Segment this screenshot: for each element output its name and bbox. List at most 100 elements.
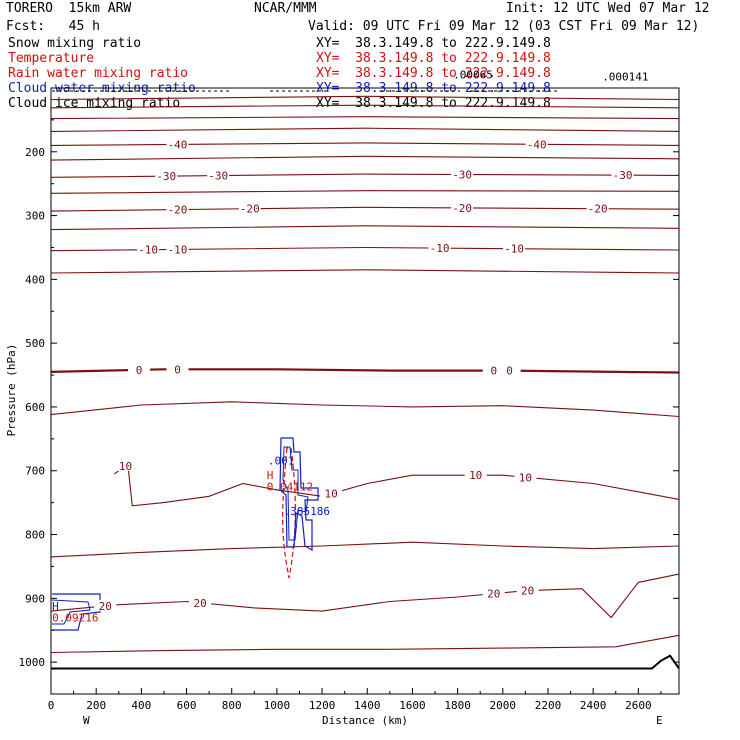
x-tick-label: 1800 xyxy=(444,699,471,712)
contour-label-bg xyxy=(166,363,189,375)
x-tick-label: 0 xyxy=(48,699,55,712)
x-tick-label: 800 xyxy=(222,699,242,712)
x-tick-label: 1000 xyxy=(264,699,291,712)
contour-label-bg xyxy=(482,364,505,376)
valid-time: Valid: 09 UTC Fri 09 Mar 12 (03 CST Fri … xyxy=(308,19,700,34)
cloud-water-contour xyxy=(52,593,101,631)
contour-label-bg xyxy=(451,201,474,213)
rain-mixing-ratio-contour xyxy=(282,447,296,579)
hydrometeor-contours xyxy=(51,90,560,631)
contour-label: 0 xyxy=(490,365,497,378)
x-tick-label: 2600 xyxy=(625,699,652,712)
y-tick-label: 900 xyxy=(25,592,45,605)
cloud-water-contour xyxy=(282,446,309,541)
x-tick-label: 1400 xyxy=(354,699,381,712)
isotherm--50 xyxy=(50,116,680,120)
y-tick-label: 300 xyxy=(25,210,45,223)
contour-label-bg xyxy=(166,243,189,255)
contour-label: 10 xyxy=(324,488,337,501)
y-tick-label: 1000 xyxy=(19,656,46,669)
contour-label-bg xyxy=(611,169,634,181)
x-tick-label: 200 xyxy=(86,699,106,712)
contour-label-bg xyxy=(586,202,609,214)
x-end-label-east: E xyxy=(656,714,663,727)
contour-label-bg xyxy=(166,138,189,150)
contour-label-bg xyxy=(114,459,137,471)
isotherm--55 xyxy=(50,104,680,109)
isotherm--45 xyxy=(50,127,680,132)
x-axis-label: Distance (km) xyxy=(322,714,408,727)
contour-label: 20 xyxy=(487,588,500,601)
y-tick-label: 400 xyxy=(25,273,45,286)
x-tick-label: 2000 xyxy=(490,699,517,712)
contour-label-bg xyxy=(525,138,548,150)
contour-label-bg xyxy=(207,169,230,181)
legend-label-temperature: Temperature xyxy=(8,51,95,66)
contour-label: -20 xyxy=(168,204,188,217)
isotherm-20 xyxy=(50,573,680,619)
contour-label: 0 xyxy=(174,363,181,376)
legend-label-rain: Rain water mixing ratio xyxy=(8,66,189,81)
contour-annotation: 0.04112 xyxy=(267,481,313,494)
contour-label: 20 xyxy=(99,600,112,613)
contour-label-bg xyxy=(428,242,451,254)
contour-label: -20 xyxy=(588,203,608,216)
x-tick-label: 1600 xyxy=(399,699,426,712)
contour-label: 0 xyxy=(506,365,513,378)
contour-label: -30 xyxy=(613,169,633,182)
isotherm--60 xyxy=(50,95,680,101)
y-tick-label: 700 xyxy=(25,465,45,478)
contour-annotation: .000141 xyxy=(602,70,648,83)
y-tick-label: 600 xyxy=(25,401,45,414)
plot-frame xyxy=(50,87,680,695)
y-tick-label: 200 xyxy=(25,146,45,159)
contour-label-bg xyxy=(514,471,537,483)
x-tick-label: 2400 xyxy=(580,699,607,712)
contour-annotation: H xyxy=(52,600,59,613)
cloud-water-contour xyxy=(51,599,91,625)
contour-label-bg xyxy=(238,202,261,214)
contour-label-bg xyxy=(94,599,117,611)
legend-xy-temperature: XY= 38.3.149.8 to 222.9.149.8 xyxy=(316,51,551,66)
contour-label: -10 xyxy=(138,244,158,257)
legend-label-snow: Snow mixing ratio xyxy=(8,36,142,51)
contour-annotation: .00065 xyxy=(453,68,493,81)
contour-label-bg xyxy=(464,469,487,481)
contour-label: -30 xyxy=(156,170,176,183)
contour-label: -10 xyxy=(504,243,524,256)
y-tick-label: 800 xyxy=(25,529,45,542)
org-title: NCAR/MMM xyxy=(254,1,317,16)
contour-annotation: .385186 xyxy=(284,505,330,518)
contour-label-bg xyxy=(155,170,178,182)
contour-label-bg xyxy=(128,363,151,375)
contour-label: -10 xyxy=(168,243,188,256)
contour-label: 20 xyxy=(521,585,534,598)
terrain-layer xyxy=(51,654,680,670)
contour-label-bg xyxy=(451,168,474,180)
axes xyxy=(50,87,680,695)
x-tick-label: 2200 xyxy=(535,699,562,712)
isotherm--35 xyxy=(50,155,680,161)
isotherm--20 xyxy=(50,206,680,212)
contour-label-bg xyxy=(498,364,521,376)
contour-label: -40 xyxy=(527,138,547,151)
contour-labels: -40 -40-30 -30 -30 -30-20 -20 -20 -20-10 -10 -10-… xyxy=(94,138,634,613)
legend-xy-rain: XY= 38.3.149.8 to 222.9.149.8 xyxy=(316,66,551,81)
y-tick-label: 500 xyxy=(25,337,45,350)
isotherm-25 xyxy=(50,634,680,654)
isotherm--30 xyxy=(50,173,680,178)
contour-label-bg xyxy=(516,584,539,596)
isotherm--15 xyxy=(50,225,680,231)
init-time: Init: 12 UTC Wed 07 Mar 12 xyxy=(506,1,710,16)
x-tick-label: 400 xyxy=(131,699,151,712)
legend-xy-cloud-ice: XY= 38.3.149.8 to 222.9.149.8 xyxy=(316,96,551,111)
terrain-line xyxy=(51,654,680,670)
contour-annotation: .001 xyxy=(268,454,295,467)
isotherm-5 xyxy=(50,401,680,418)
contour-label: 10 xyxy=(119,460,132,473)
contour-label: -30 xyxy=(452,169,472,182)
isotherm-10 xyxy=(113,463,680,507)
